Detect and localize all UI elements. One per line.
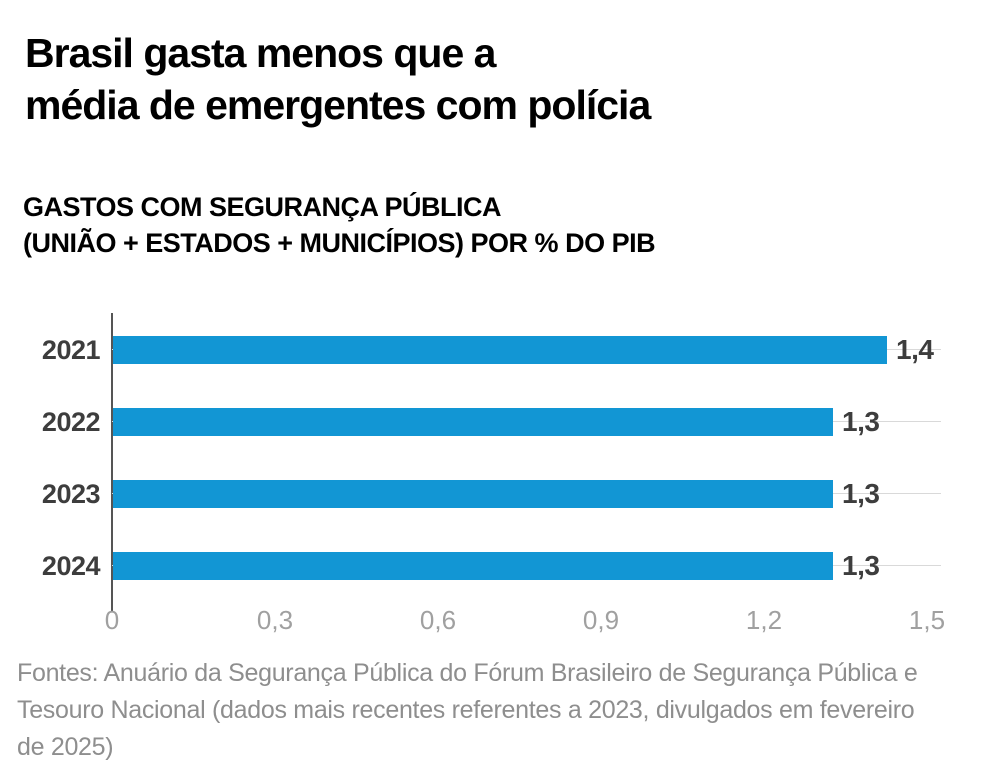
- chart-title: Brasil gasta menos que a média de emerge…: [25, 27, 651, 131]
- value-label: 1,3: [842, 478, 880, 509]
- x-tick-label: 1,2: [745, 605, 783, 635]
- value-label: 1,3: [842, 406, 880, 437]
- y-axis-line: [111, 313, 113, 603]
- x-tick-label: 0,9: [582, 605, 620, 635]
- year-label: 2024: [41, 551, 101, 581]
- source-note-line-2: Tesouro Nacional (dados mais recentes re…: [17, 696, 915, 724]
- x-tick-label: 1,5: [908, 605, 946, 635]
- value-label: 1,4: [896, 334, 934, 365]
- year-label: 2023: [41, 479, 101, 509]
- value-label: 1,3: [842, 550, 880, 581]
- bar-2021: [113, 336, 887, 364]
- bar-2023: [113, 480, 833, 508]
- year-label: 2021: [41, 335, 101, 365]
- bar-2024: [113, 552, 833, 580]
- source-note-line-3: de 2025): [17, 733, 114, 761]
- chart-subtitle-line-2: (UNIÃO + ESTADOS + MUNICÍPIOS) POR % DO …: [23, 228, 656, 258]
- year-label: 2022: [41, 407, 101, 437]
- source-note: Fontes: Anuário da Segurança Pública do …: [17, 655, 967, 766]
- chart-title-line-1: Brasil gasta menos que a: [25, 30, 496, 76]
- chart-subtitle-line-1: GASTOS COM SEGURANÇA PÚBLICA: [23, 192, 502, 222]
- chart-title-line-2: média de emergentes com polícia: [25, 82, 651, 128]
- chart-subtitle: GASTOS COM SEGURANÇA PÚBLICA (UNIÃO + ES…: [23, 189, 656, 261]
- bar-2022: [113, 408, 833, 436]
- bar-chart: 2021 1,4 2022 1,3 2023 1,3 2024 1,3 0 0,3 0,6 0,9 1…: [0, 313, 984, 648]
- x-tick-label: 0,6: [419, 605, 457, 635]
- source-note-line-1: Fontes: Anuário da Segurança Pública do …: [17, 659, 918, 687]
- x-tick-label: 0: [104, 605, 120, 635]
- x-axis-zero-tick: [111, 603, 113, 611]
- x-tick-label: 0,3: [256, 605, 294, 635]
